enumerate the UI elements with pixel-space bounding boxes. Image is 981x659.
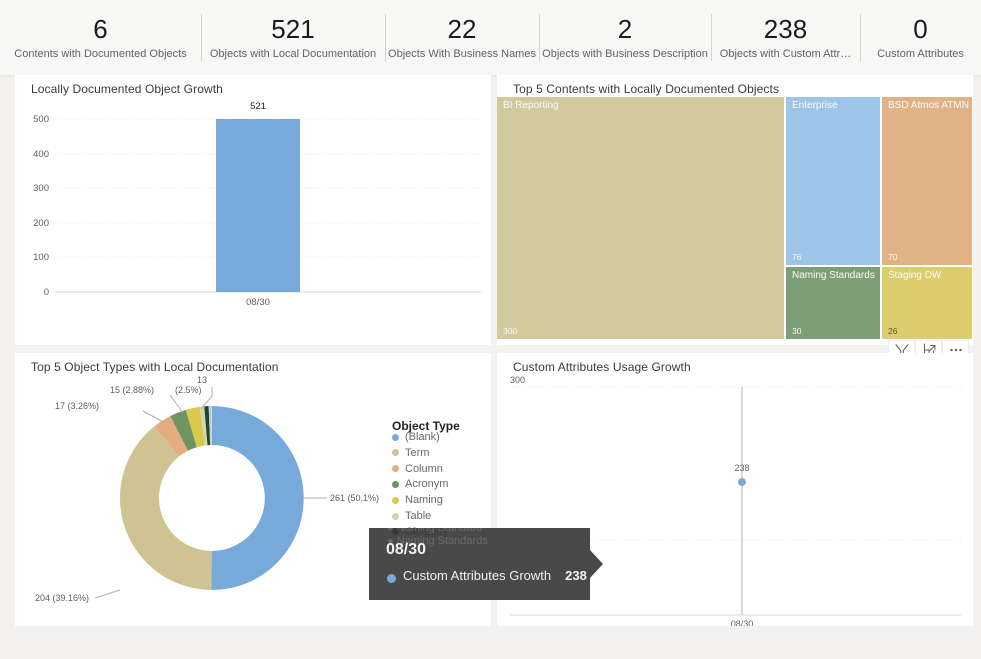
svg-text:300: 300 [33,183,49,194]
svg-text:238: 238 [734,463,749,473]
svg-text:400: 400 [33,149,49,160]
svg-text:261 (50.1%): 261 (50.1%) [330,493,379,503]
svg-text:0: 0 [44,287,49,298]
svg-text:08/30: 08/30 [731,619,754,626]
svg-text:100: 100 [33,252,49,263]
svg-text:15 (2.88%): 15 (2.88%) [110,385,154,395]
svg-text:08/30: 08/30 [246,297,270,308]
svg-text:200: 200 [33,218,49,229]
svg-text:13: 13 [197,375,207,385]
svg-text:300: 300 [510,375,525,385]
svg-text:204 (39.16%): 204 (39.16%) [35,593,89,603]
svg-text:521: 521 [250,101,266,112]
svg-text:17 (3.26%): 17 (3.26%) [55,401,99,411]
svg-text:(2.5%): (2.5%) [175,385,202,395]
svg-text:500: 500 [33,114,49,125]
